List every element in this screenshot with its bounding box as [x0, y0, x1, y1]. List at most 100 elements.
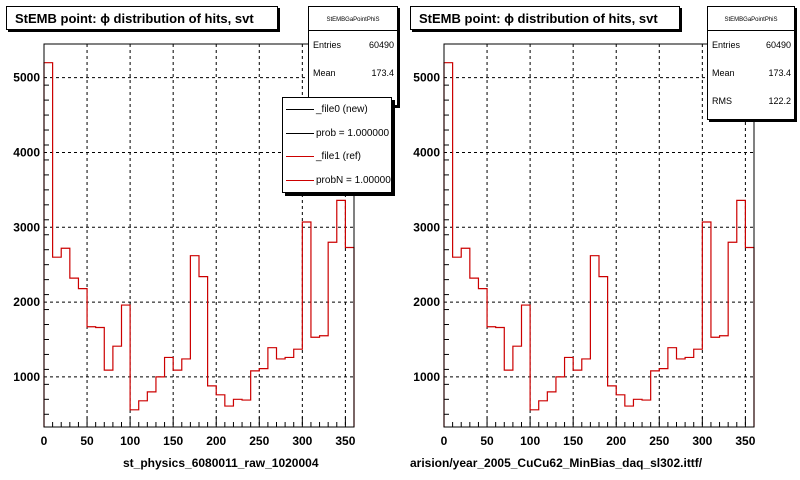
histogram-bin: [487, 327, 496, 427]
histogram-bin: [113, 346, 122, 427]
x-tick-label: 150: [563, 434, 583, 448]
histogram-bin: [70, 278, 79, 427]
x-tick-label: 250: [249, 434, 269, 448]
histogram-bin: [702, 222, 711, 427]
legend: _file0 (new) prob = 1.000000 _file1 (ref…: [282, 97, 392, 193]
y-tick-label: 5000: [13, 71, 40, 85]
left-chart-title: StEMB point: ϕ distribution of hits, svt: [6, 6, 278, 30]
histogram-bin: [470, 278, 479, 427]
histogram-bin: [659, 369, 668, 427]
stats-label: Mean: [313, 68, 336, 78]
histogram-bin: [233, 399, 242, 427]
histogram-bin: [565, 357, 574, 427]
histogram-bin: [122, 305, 131, 427]
histogram-bin: [173, 370, 182, 427]
x-tick-label: 100: [120, 434, 140, 448]
histogram-bin: [104, 370, 113, 427]
x-tick-label: 250: [649, 434, 669, 448]
legend-entry-file0: _file0 (new): [283, 98, 391, 122]
stats-value: 60490: [368, 40, 394, 50]
stats-row-mean: Mean 173.4: [309, 59, 397, 87]
histogram-bin: [242, 400, 251, 427]
stats-value: 122.2: [768, 96, 791, 106]
legend-label: prob = 1.000000: [316, 127, 390, 139]
histogram-bin: [590, 256, 599, 427]
histogram-bin: [694, 349, 703, 427]
legend-label: probN = 1.000000: [316, 174, 392, 186]
histogram-bin: [190, 256, 199, 427]
left-histogram-plot: 0 50 100 150 200 250 300 350 1000 2000 3000 4000 500…: [13, 43, 356, 448]
left-stats-name: StEMBGaPointPhiS: [309, 7, 397, 31]
histogram-bin: [496, 328, 505, 427]
legend-entry-file1: _file1 (ref): [283, 145, 391, 169]
histogram-bin: [61, 248, 70, 427]
histogram-bin: [156, 377, 165, 427]
x-tick-label: 200: [206, 434, 226, 448]
histogram-bin: [251, 371, 260, 427]
histogram-bin: [599, 277, 608, 427]
x-tick-label: 300: [292, 434, 312, 448]
histogram-bin: [582, 359, 591, 427]
histogram-bin: [311, 337, 320, 427]
histogram-bin: [199, 277, 208, 427]
stats-label: Mean: [712, 68, 735, 78]
x-tick-label: 0: [41, 434, 48, 448]
histogram-bin: [737, 200, 746, 427]
histogram-bin: [139, 401, 148, 427]
stats-row-rms: RMS 122.2: [708, 87, 794, 115]
histogram-bin: [147, 392, 156, 427]
histogram-bin: [277, 359, 286, 427]
stats-value: 173.4: [371, 68, 394, 78]
histogram-bin: [208, 386, 217, 427]
y-tick-label: 4000: [413, 145, 440, 159]
histogram-bin: [745, 247, 754, 427]
histogram-bin: [259, 369, 268, 427]
histogram-bin: [268, 348, 277, 427]
right-histogram-plot: 0 50 100 150 200 250 300 350 1000 2000 3000 4000 500…: [413, 43, 756, 448]
histogram-bin: [78, 289, 87, 427]
right-stats-name: StEMBGaPointPhiS: [708, 7, 794, 31]
legend-line-icon: [286, 179, 314, 181]
histogram-series: [43, 62, 355, 427]
y-tick-label: 1000: [13, 370, 40, 384]
histogram-bin: [642, 400, 651, 427]
legend-line-icon: [286, 109, 314, 110]
histogram-bin: [633, 399, 642, 427]
histogram-bin: [728, 242, 737, 427]
histogram-bin: [328, 242, 337, 427]
histogram-bin: [711, 337, 720, 427]
x-tick-label: 50: [480, 434, 494, 448]
histogram-bin: [556, 377, 565, 427]
right-stats-box: StEMBGaPointPhiS Entries 60490 Mean 173.…: [707, 6, 795, 120]
histogram-bin: [539, 401, 548, 427]
histogram-bin: [320, 336, 329, 427]
stats-label: Entries: [712, 40, 741, 50]
histogram-bin: [573, 370, 582, 427]
y-tick-label: 1000: [413, 370, 440, 384]
legend-line-icon: [286, 132, 314, 134]
stats-row-entries: Entries 60490: [708, 31, 794, 59]
histogram-bin: [461, 248, 470, 427]
histogram-bin: [294, 349, 303, 427]
histogram-bin: [504, 370, 513, 427]
stats-value: 173.4: [768, 68, 791, 78]
x-tick-label: 50: [80, 434, 94, 448]
histogram-bin: [513, 346, 522, 427]
histogram-bin: [530, 410, 539, 427]
right-chart-title: StEMB point: ϕ distribution of hits, svt: [410, 6, 680, 30]
left-file-label: st_physics_6080011_raw_1020004: [123, 456, 319, 470]
histogram-bin: [87, 327, 96, 427]
y-tick-label: 3000: [13, 220, 40, 234]
x-tick-label: 350: [335, 434, 355, 448]
histogram-bin: [547, 392, 556, 427]
y-tick-label: 3000: [413, 220, 440, 234]
histogram-bin: [720, 336, 729, 427]
right-file-label: arision/year_2005_CuCu62_MinBias_daq_sl3…: [410, 456, 703, 470]
x-tick-label: 300: [692, 434, 712, 448]
histogram-bin: [453, 257, 462, 427]
y-tick-label: 4000: [13, 145, 40, 159]
x-tick-label: 100: [520, 434, 540, 448]
legend-line-icon: [286, 156, 314, 157]
histogram-bin: [130, 410, 139, 427]
histogram-bin: [625, 406, 634, 427]
